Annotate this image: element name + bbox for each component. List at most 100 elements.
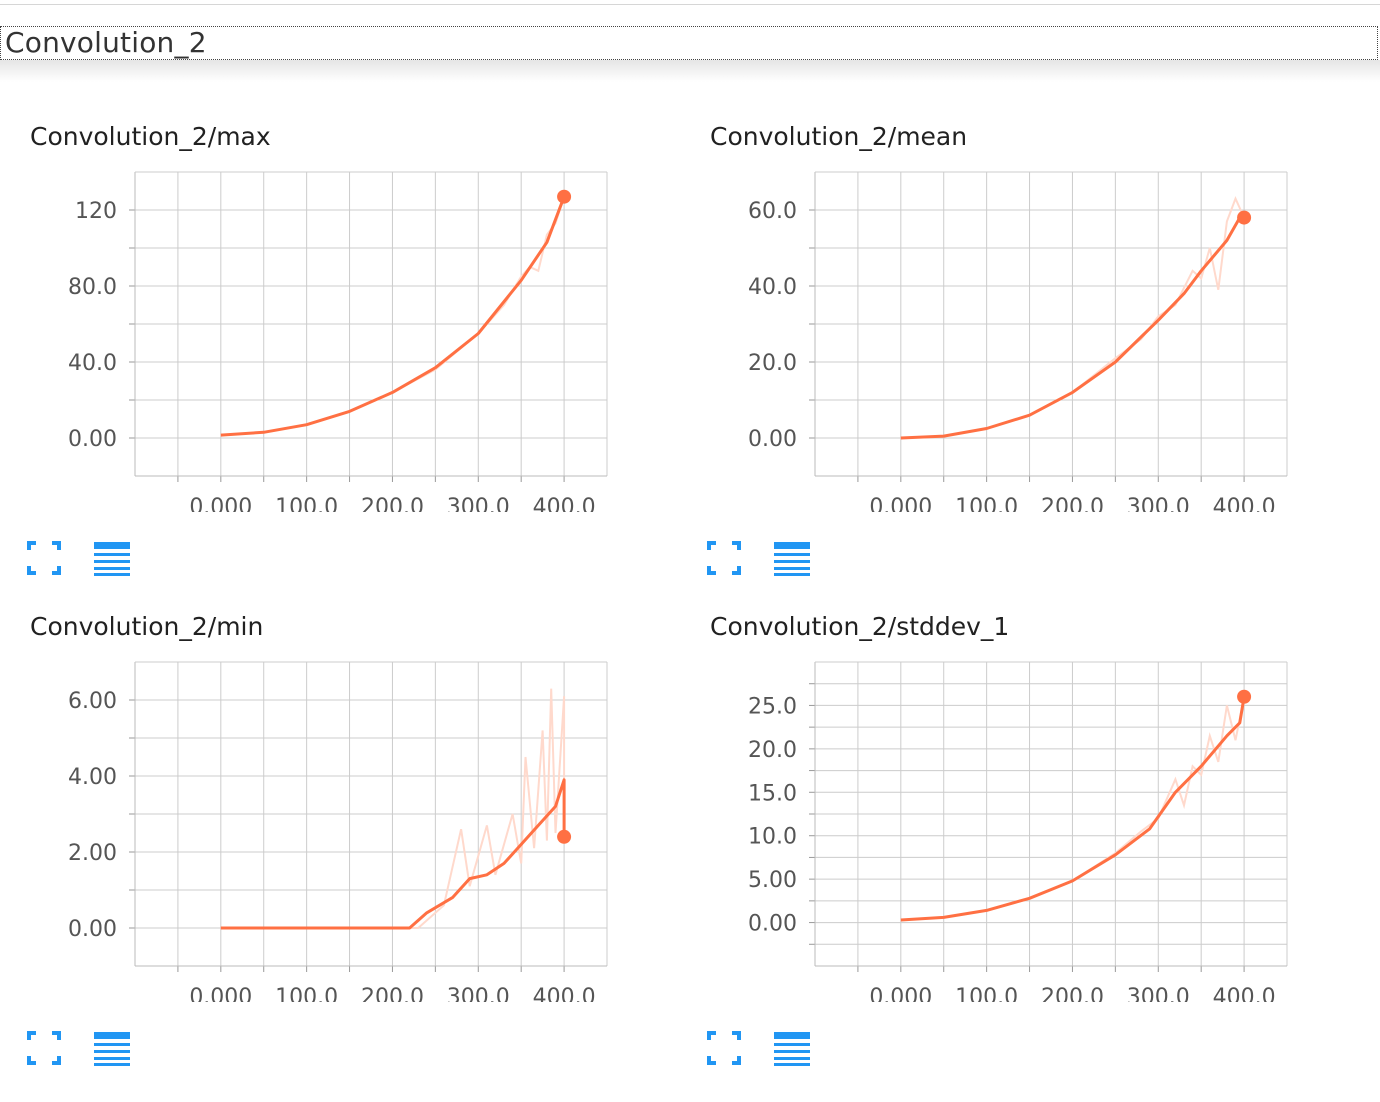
icon-gap [56, 550, 62, 566]
y-tick-label: 0.00 [68, 427, 117, 452]
list-icon-line [774, 573, 810, 576]
y-tick-label: 60.0 [748, 199, 797, 224]
y-tick-label: 5.00 [748, 868, 797, 893]
series-end-point [1237, 210, 1252, 225]
list-icon-line [774, 1063, 810, 1066]
list-icon-line [94, 560, 130, 563]
x-tick-label: 400.0 [1213, 495, 1276, 512]
x-tick-label: 100.0 [955, 495, 1018, 512]
list-icon [774, 1032, 810, 1066]
fullscreen-button[interactable] [26, 1030, 66, 1066]
fullscreen-icon [706, 1030, 742, 1066]
x-tick-label: 0.000 [869, 985, 932, 1002]
chart-svg: 0.00 2.00 4.00 6.00 0.000 100.0 200.0 300.0 400.… [68, 661, 608, 1002]
list-icon-bar [774, 1032, 810, 1039]
y-tick-label: 25.0 [748, 694, 797, 719]
y-tick-label: 2.00 [68, 841, 117, 866]
chart-card-stddev: Convolution_2/stddev_1 0.00 5.00 10.0 15.0 2… [706, 612, 1370, 1102]
icon-gap [716, 1030, 732, 1036]
icon-gap [26, 550, 32, 566]
x-tick-label: 100.0 [955, 985, 1018, 1002]
list-icon-bar [774, 542, 810, 549]
smoothed-series-line [220, 778, 566, 930]
fullscreen-icon-corners [27, 1031, 61, 1065]
fullscreen-button[interactable] [26, 540, 66, 576]
x-tick-label: 200.0 [361, 495, 424, 512]
x-tick-label: 0.000 [189, 985, 252, 1002]
x-tick-label: 100.0 [275, 495, 338, 512]
list-icon-line [774, 567, 810, 570]
chart-title: Convolution_2/stddev_1 [710, 612, 1010, 641]
icon-gap [36, 570, 52, 576]
fullscreen-button[interactable] [706, 1030, 746, 1066]
series-end-point [1237, 689, 1252, 704]
y-tick-label: 10.0 [748, 825, 797, 850]
icon-gap [716, 1060, 732, 1066]
y-tick-label: 0.00 [68, 917, 117, 942]
chart-card-min: Convolution_2/min 0.00 2.00 4.00 6.00 0.000 1… [26, 612, 690, 1102]
smoothed-series-line [220, 196, 566, 437]
list-icon-line [774, 560, 810, 563]
x-tick-label: 200.0 [1041, 985, 1104, 1002]
data-table-button[interactable] [772, 540, 812, 576]
x-tick-label: 400.0 [1213, 985, 1276, 1002]
chart-title: Convolution_2/mean [710, 122, 968, 151]
y-tick-label: 15.0 [748, 781, 797, 806]
x-tick-label: 400.0 [533, 495, 596, 512]
icon-gap [36, 1060, 52, 1066]
data-table-button[interactable] [92, 540, 132, 576]
list-icon [94, 542, 130, 576]
y-tick-label: 20.0 [748, 738, 797, 763]
header-shadow [0, 60, 1380, 82]
x-tick-label: 0.000 [869, 495, 932, 512]
chart-svg: 0.00 40.0 80.0 120 0.000 100.0 200.0 300.0 400.0 [68, 171, 608, 512]
list-icon-line [774, 553, 810, 556]
y-tick-label: 20.0 [748, 351, 797, 376]
chart-card-max: Convolution_2/max 0.00 40.0 80.0 120 0.000 10… [26, 122, 690, 612]
list-icon-line [774, 1057, 810, 1060]
icon-gap [36, 1030, 52, 1036]
list-icon [94, 1032, 130, 1066]
y-tick-label: 0.00 [748, 427, 797, 452]
list-icon-line [94, 567, 130, 570]
data-table-button[interactable] [92, 1030, 132, 1066]
list-icon-line [774, 1050, 810, 1053]
icon-gap [706, 550, 712, 566]
y-tick-label: 4.00 [68, 765, 117, 790]
chart-title: Convolution_2/max [30, 122, 271, 151]
fullscreen-icon [706, 540, 742, 576]
x-tick-label: 200.0 [361, 985, 424, 1002]
icon-gap [56, 1040, 62, 1056]
icon-gap [736, 550, 742, 566]
icon-gap [736, 1040, 742, 1056]
list-icon-line [774, 1043, 810, 1046]
list-icon-line [94, 573, 130, 576]
series-end-point [557, 829, 572, 844]
series-end-point [557, 189, 572, 204]
chart-title: Convolution_2/min [30, 612, 264, 641]
y-tick-label: 120 [75, 199, 117, 224]
list-icon [774, 542, 810, 576]
fullscreen-icon-corners [707, 1031, 741, 1065]
fullscreen-icon [26, 540, 62, 576]
chart-svg: 0.00 5.00 10.0 15.0 20.0 25.0 0.000 100.0 200.0 3… [748, 661, 1288, 1002]
y-tick-label: 80.0 [68, 275, 117, 300]
x-tick-label: 300.0 [1127, 495, 1190, 512]
y-tick-label: 40.0 [748, 275, 797, 300]
group-header[interactable]: Convolution_2 [0, 26, 1378, 60]
y-tick-label: 0.00 [748, 912, 797, 937]
fullscreen-button[interactable] [706, 540, 746, 576]
smoothed-series-line [900, 696, 1246, 922]
x-tick-label: 300.0 [1127, 985, 1190, 1002]
list-icon-line [94, 1043, 130, 1046]
fullscreen-icon [26, 1030, 62, 1066]
chart-svg: 0.00 20.0 40.0 60.0 0.000 100.0 200.0 300.0 400.… [748, 171, 1288, 512]
x-tick-label: 400.0 [533, 985, 596, 1002]
list-icon-line [94, 1050, 130, 1053]
data-table-button[interactable] [772, 1030, 812, 1066]
icon-gap [36, 540, 52, 546]
top-divider [0, 4, 1380, 5]
x-tick-label: 300.0 [447, 495, 510, 512]
list-icon-line [94, 553, 130, 556]
y-tick-label: 6.00 [68, 689, 117, 714]
